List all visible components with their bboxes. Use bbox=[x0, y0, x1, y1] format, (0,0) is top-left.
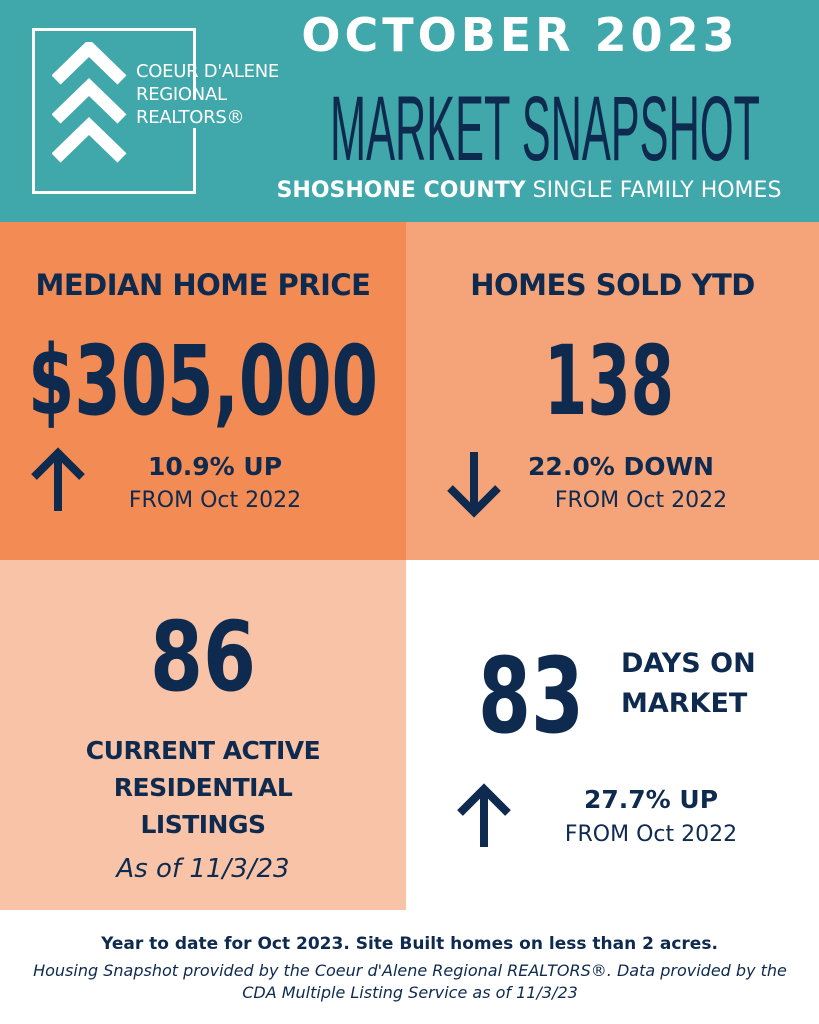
logo-text: COEUR D'ALENE REGIONAL REALTORS® bbox=[136, 60, 279, 129]
segment: SINGLE FAMILY HOMES bbox=[532, 178, 782, 203]
arrow-up-icon bbox=[457, 783, 511, 847]
change-text: 22.0% DOWN bbox=[528, 452, 714, 481]
days-on-market-value-wrap: 83 bbox=[478, 640, 584, 750]
footer-credit: Housing Snapshot provided by the Coeur d… bbox=[33, 961, 787, 1002]
title-line: RESIDENTIAL bbox=[113, 773, 293, 802]
comparison-period: FROM Oct 2022 bbox=[128, 488, 302, 513]
page-title: MARKET SNAPSHOT bbox=[330, 80, 760, 170]
median-price-value: $305,000 bbox=[28, 332, 378, 432]
homes-sold-panel: HOMES SOLD YTD 138 22.0% DOWN FROM Oct 2… bbox=[406, 222, 819, 560]
logo-line: REGIONAL bbox=[136, 84, 227, 105]
homes-sold-value: 138 bbox=[544, 332, 674, 432]
logo-line: REALTORS® bbox=[136, 107, 245, 128]
title-line: CURRENT ACTIVE bbox=[85, 736, 321, 765]
label-line: DAYS ON bbox=[621, 648, 756, 679]
median-price-value-wrap: $305,000 bbox=[28, 332, 378, 432]
chevrons-up-icon bbox=[52, 42, 127, 163]
arrow-up-icon bbox=[31, 447, 85, 511]
panel-title: CURRENT ACTIVE RESIDENTIAL LISTINGS bbox=[0, 732, 406, 843]
subtitle: SHOSHONE COUNTY SINGLE FAMILY HOMES bbox=[240, 178, 818, 203]
footer-note: Year to date for Oct 2023. Site Built ho… bbox=[101, 934, 718, 954]
active-listings-value: 86 bbox=[150, 608, 256, 708]
county: SHOSHONE COUNTY bbox=[276, 178, 526, 203]
change-text: 10.9% UP bbox=[147, 452, 283, 481]
panel-title: MEDIAN HOME PRICE bbox=[35, 268, 372, 302]
report-month: OCTOBER 2023 bbox=[301, 8, 739, 62]
homes-sold-value-wrap: 138 bbox=[544, 332, 674, 432]
title-wrap: MARKET SNAPSHOT bbox=[330, 80, 760, 170]
days-on-market-panel: 83 DAYS ON MARKET 27.7% UP FROM Oct 2022 bbox=[406, 560, 819, 910]
arrow-down-icon bbox=[447, 452, 501, 518]
active-listings-value-wrap: 86 bbox=[150, 608, 256, 708]
as-of-date: As of 11/3/23 bbox=[116, 854, 290, 884]
header: COEUR D'ALENE REGIONAL REALTORS® OCTOBER… bbox=[0, 0, 819, 222]
days-on-market-label: DAYS ON MARKET bbox=[621, 644, 801, 724]
label-line: MARKET bbox=[621, 688, 748, 719]
change-text: 27.7% UP bbox=[583, 785, 719, 814]
comparison-period: FROM Oct 2022 bbox=[554, 488, 728, 513]
title-line: LISTINGS bbox=[140, 810, 266, 839]
panel-title: HOMES SOLD YTD bbox=[470, 268, 755, 302]
logo-frame-gap bbox=[190, 100, 202, 128]
active-listings-panel: 86 CURRENT ACTIVE RESIDENTIAL LISTINGS A… bbox=[0, 560, 406, 910]
logo-line: COEUR D'ALENE bbox=[136, 61, 279, 82]
median-price-panel: MEDIAN HOME PRICE $305,000 10.9% UP FROM… bbox=[0, 222, 406, 560]
days-on-market-value: 83 bbox=[478, 640, 584, 750]
comparison-period: FROM Oct 2022 bbox=[564, 822, 738, 847]
